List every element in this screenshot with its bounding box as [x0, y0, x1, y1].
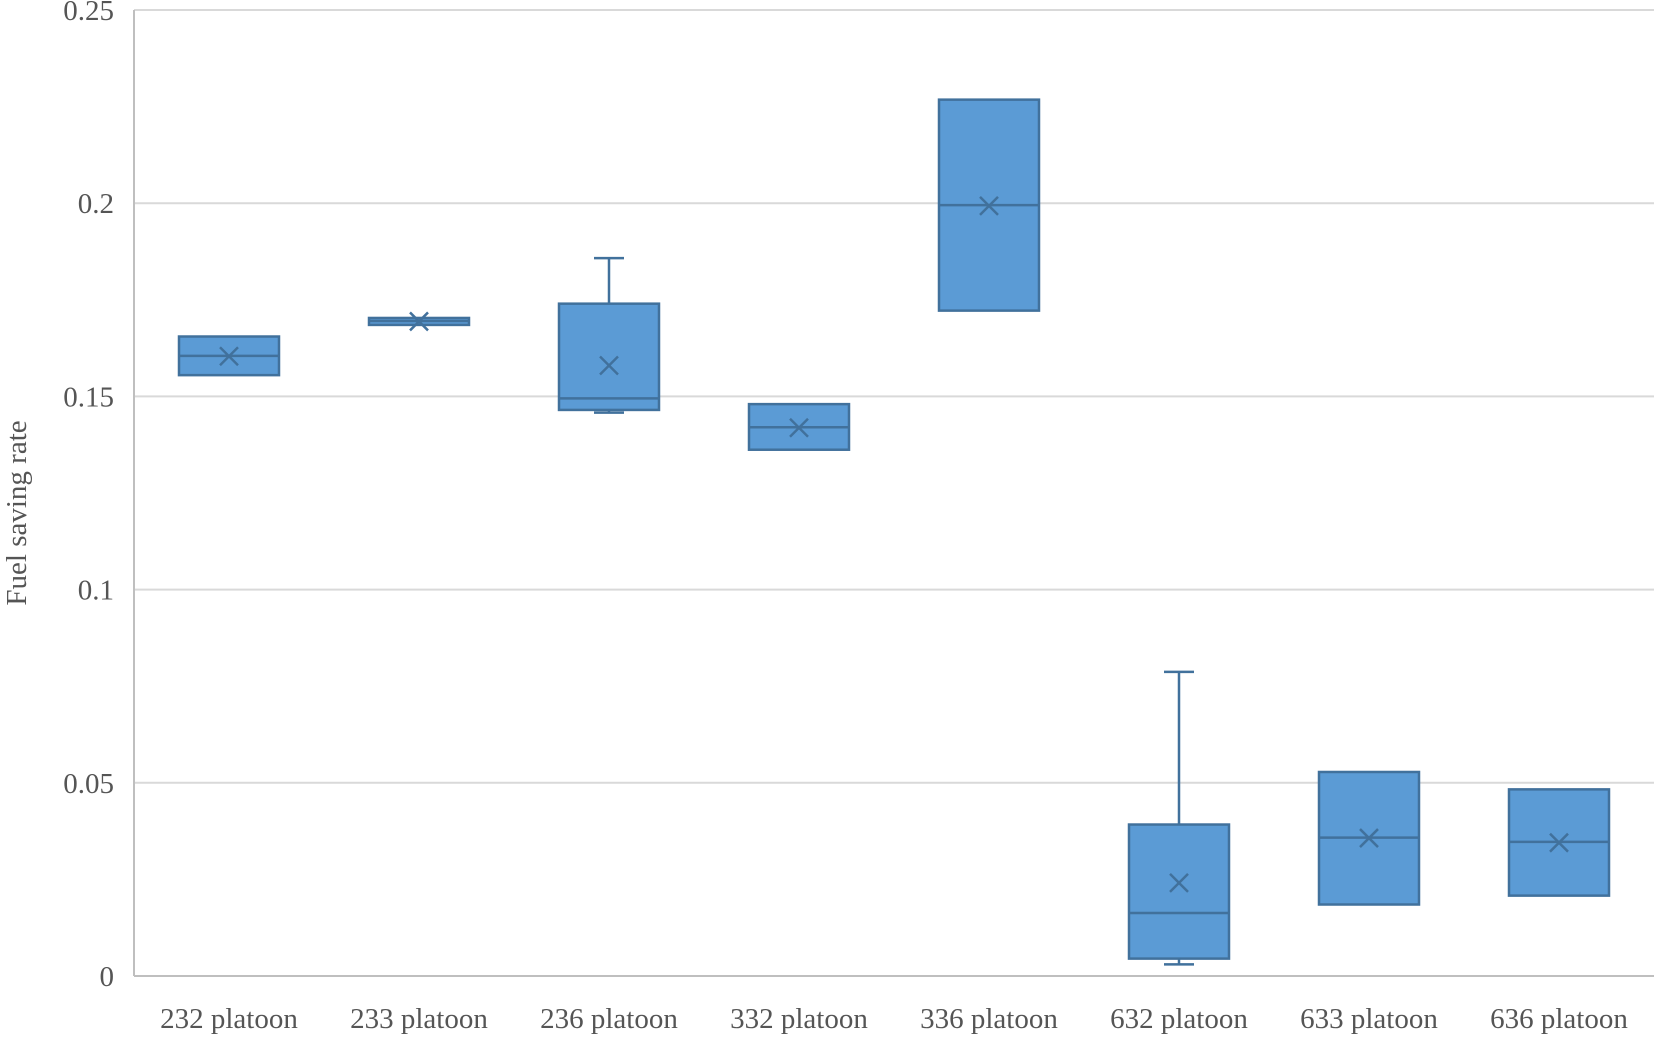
y-tick-label: 0.15	[63, 381, 114, 413]
labels: 0 0.05 0.1 0.15 0.2 0.25 232 platoon 233 platoo…	[63, 0, 1628, 1035]
x-category-label: 233 platoon	[350, 1003, 488, 1035]
mean-marker	[409, 311, 429, 332]
mean-marker	[979, 196, 999, 216]
y-tick-label: 0.25	[63, 0, 114, 27]
iqr-box	[1127, 823, 1231, 960]
box-group	[937, 98, 1041, 312]
mean-marker	[1359, 828, 1379, 848]
box-group	[557, 256, 661, 414]
mean-marker	[1169, 872, 1189, 893]
y-tick-label: 0	[100, 961, 115, 993]
boxes	[177, 98, 1611, 966]
gridlines	[134, 9, 1654, 784]
box-group	[177, 335, 281, 377]
x-category-label: 332 platoon	[730, 1003, 868, 1035]
mean-marker	[1549, 832, 1569, 853]
x-category-label: 232 platoon	[160, 1003, 298, 1035]
y-tick-label: 0.05	[63, 768, 114, 800]
iqr-box	[557, 302, 661, 412]
mean-marker	[599, 355, 619, 376]
mean-marker	[789, 417, 809, 438]
x-category-label: 633 platoon	[1300, 1003, 1438, 1035]
box-group	[367, 311, 471, 332]
box-group	[1127, 670, 1231, 966]
x-category-label: 336 platoon	[920, 1003, 1058, 1035]
x-category-label: 632 platoon	[1110, 1003, 1248, 1035]
box-group	[1507, 788, 1611, 897]
x-category-label: 236 platoon	[540, 1003, 678, 1035]
axes	[133, 10, 1654, 977]
box-group	[747, 402, 851, 451]
x-category-label: 636 platoon	[1490, 1003, 1628, 1035]
y-tick-label: 0.2	[78, 188, 114, 220]
mean-marker	[219, 346, 239, 367]
y-axis-title: Fuel saving rate	[1, 420, 33, 605]
y-tick-label: 0.1	[78, 575, 114, 607]
box-group	[1317, 770, 1421, 906]
